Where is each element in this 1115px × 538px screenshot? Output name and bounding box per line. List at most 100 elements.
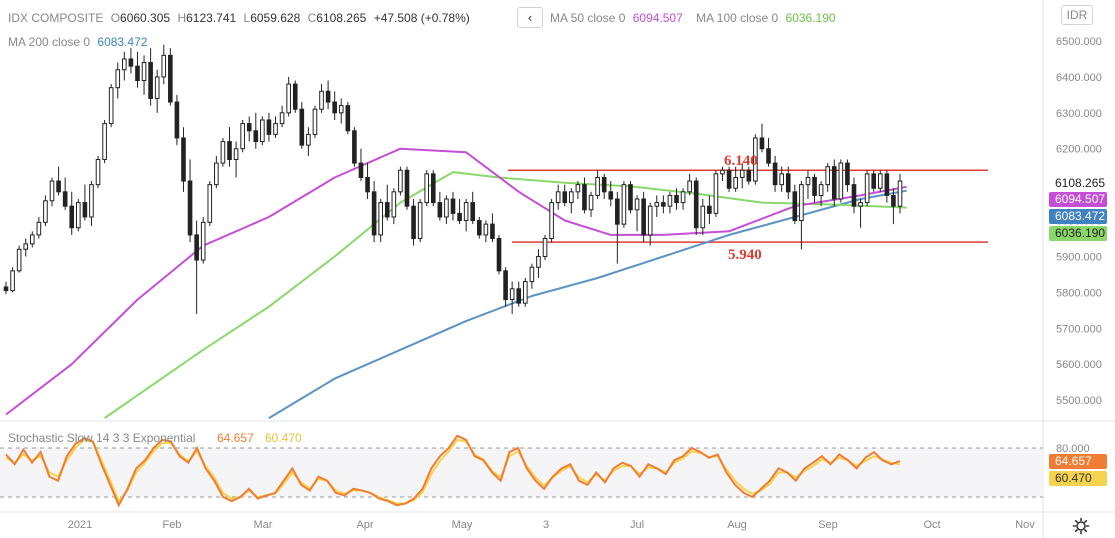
candle-down [707,205,712,214]
candle-down [3,286,9,292]
candle-down [785,173,791,193]
candle-up [200,221,206,261]
candle-up [76,202,81,229]
candle-up [378,202,383,236]
candle-up [273,123,278,135]
candle-down [174,101,180,139]
y-tick-label: 6300.000 [1056,108,1102,120]
candle-up [398,169,403,193]
ma50-label: MA 50 close 0 [550,11,626,25]
ma50-line [5,147,907,416]
candle-up [95,159,101,186]
candle-up [680,191,686,204]
ma200-value: 6083.472 [97,35,148,49]
symbol-legend: IDX COMPOSITE O6060.305 H6123.741 L6059.… [8,11,474,25]
candle-up [319,90,324,110]
stoch-k-legend-value: 64.657 [217,431,254,445]
candle-down [490,223,495,240]
x-tick-label: Mar [254,519,273,531]
candle-up [89,184,94,218]
candle-down [871,173,877,189]
candle-up [417,202,423,240]
candle-down [365,176,370,193]
candle-down [628,184,633,211]
high-value: 6123.741 [186,11,237,25]
candle-down [516,288,522,304]
candle-up [838,162,844,200]
ma-legend: MA 50 close 0 6094.507 MA 100 close 0 60… [550,11,840,25]
ma100-price-tag: 6036.190 [1049,226,1107,241]
candle-up [23,243,29,250]
close-value: 6108.265 [316,11,367,25]
candle-up [141,62,147,82]
candle-down [135,65,140,82]
candle-down [766,148,771,164]
currency-button[interactable]: IDR [1061,5,1093,25]
candle-up [16,248,22,272]
candle-up [240,123,245,150]
candle-up [555,191,561,204]
candle-up [523,281,528,304]
open-label: O [110,11,121,25]
candle-up [825,166,830,186]
candle-down [582,184,587,211]
candle-up [549,202,554,240]
candle-down [168,54,173,103]
candle-up [667,194,673,207]
candle-down [352,130,357,164]
candle-down [831,166,837,200]
candle-up [805,176,811,186]
candle-down [227,141,232,161]
candle-up [424,173,430,204]
candle-down [437,202,443,218]
x-tick-label: Jul [630,519,644,531]
open-value: 6060.305 [120,11,171,25]
candle-up [102,123,107,161]
y-tick-label: 6500.000 [1056,36,1102,48]
candle-up [286,83,291,114]
candle-down [325,90,331,103]
candle-up [260,119,265,143]
candle-up [569,191,574,204]
ma200-legend: MA 200 close 0 6083.472 [8,35,151,49]
y-tick-label: 6400.000 [1056,72,1102,84]
stoch-d-price-tag: 60.470 [1049,471,1107,486]
gear-icon[interactable] [1072,517,1090,535]
candle-down [661,202,666,207]
candle-up [542,238,548,257]
candle-up [49,180,55,202]
candle-down [266,119,272,135]
candle-down [884,173,890,196]
candle-up [864,173,870,204]
candle-up [595,176,600,196]
candle-down [128,58,134,67]
candle-down [851,184,857,207]
collapse-legend-button[interactable]: ‹ [517,7,543,28]
candle-down [187,180,193,236]
candle-up [700,205,706,229]
stoch-k-line [5,434,901,508]
x-tick-label: 3 [543,519,549,531]
candle-up [536,255,541,268]
candle-up [220,141,226,164]
candle-down [792,191,798,222]
candle-up [233,148,239,161]
candle-up [10,270,15,292]
candle-up [312,108,318,135]
x-tick-label: May [452,519,473,531]
candle-up [753,137,758,182]
candle-down [345,105,351,132]
candle-down [562,191,568,204]
ma200-label: MA 200 close 0 [8,35,91,49]
candle-down [476,220,482,236]
candle-up [779,173,784,186]
candle-up [509,288,515,301]
candle-up [739,169,745,178]
ma200-line [268,189,907,419]
candle-up [161,54,167,78]
candle-down [299,108,305,146]
candle-up [634,198,640,211]
oscillator-label: Stochastic Slow 14 3 3 Exponential [8,431,195,445]
stoch-d-line [5,438,901,505]
